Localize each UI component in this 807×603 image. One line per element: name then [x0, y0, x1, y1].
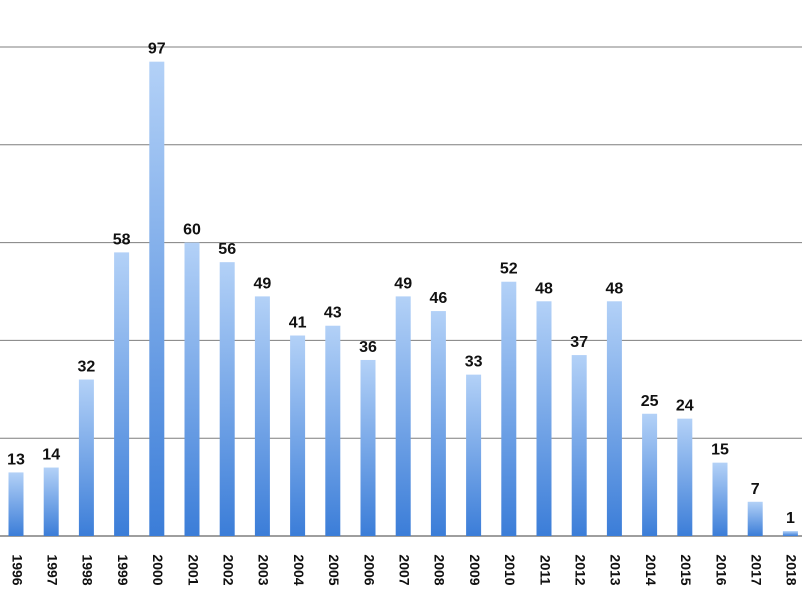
- x-tick-1998: 1998: [80, 554, 96, 585]
- data-label-2015: 24: [676, 398, 694, 415]
- bar-2012: [571, 355, 587, 536]
- x-tick-2007: 2007: [396, 554, 412, 585]
- x-tick-2013: 2013: [608, 554, 624, 585]
- x-tick-2009: 2009: [467, 554, 483, 585]
- bar-2006: [360, 359, 376, 536]
- data-label-2007: 49: [394, 275, 412, 292]
- x-tick-2015: 2015: [678, 554, 694, 585]
- bar-2009: [466, 374, 482, 536]
- data-label-2011: 48: [535, 280, 553, 297]
- data-label-1996: 13: [7, 451, 25, 468]
- x-tick-2002: 2002: [220, 554, 236, 585]
- data-label-1998: 32: [78, 359, 96, 376]
- data-label-2006: 36: [359, 339, 377, 356]
- x-tick-2001: 2001: [185, 554, 201, 585]
- x-tick-1999: 1999: [115, 554, 131, 585]
- bar-2001: [184, 242, 200, 536]
- x-tick-2000: 2000: [150, 554, 166, 585]
- data-label-2010: 52: [500, 261, 518, 278]
- data-label-2008: 46: [430, 290, 448, 307]
- bar-2011: [536, 301, 552, 536]
- x-tick-2014: 2014: [643, 554, 659, 585]
- x-tick-2004: 2004: [291, 554, 307, 585]
- data-label-2001: 60: [183, 222, 201, 239]
- bar-2015: [677, 418, 693, 536]
- bar-2007: [395, 296, 411, 536]
- bar-1999: [114, 252, 130, 536]
- x-tick-2018: 2018: [784, 554, 800, 585]
- bar-2017: [747, 501, 763, 536]
- bar-1997: [43, 467, 59, 536]
- data-label-2002: 56: [218, 241, 236, 258]
- bars: [8, 61, 798, 537]
- data-label-2005: 43: [324, 305, 342, 322]
- x-axis-ticks: 1996 1997 1998 1999 2000 2001 2002 2003 2004 2005…: [9, 554, 799, 585]
- bar-2002: [219, 262, 235, 536]
- x-tick-2008: 2008: [432, 554, 448, 585]
- data-label-2018: 1: [786, 510, 795, 527]
- bar-1996: [8, 472, 24, 536]
- bar-2005: [325, 325, 341, 536]
- bar-1998: [78, 379, 94, 536]
- x-tick-2012: 2012: [572, 554, 588, 585]
- data-label-2004: 41: [289, 315, 307, 332]
- data-label-2014: 25: [641, 393, 659, 410]
- bar-2008: [430, 311, 446, 536]
- bar-2003: [254, 296, 270, 536]
- data-label-2000: 97: [148, 41, 166, 58]
- bar-2004: [290, 335, 306, 536]
- x-tick-2006: 2006: [361, 554, 377, 585]
- x-tick-2005: 2005: [326, 554, 342, 585]
- x-tick-1997: 1997: [44, 554, 60, 585]
- bar-2014: [642, 413, 658, 536]
- x-tick-2017: 2017: [748, 554, 764, 585]
- data-label-2012: 37: [570, 334, 588, 351]
- data-label-2016: 15: [711, 442, 729, 459]
- data-label-2017: 7: [751, 481, 760, 498]
- x-tick-2011: 2011: [537, 555, 553, 586]
- bar-2000: [149, 61, 165, 537]
- data-label-2003: 49: [254, 275, 272, 292]
- x-tick-2010: 2010: [502, 554, 518, 585]
- data-label-1997: 14: [42, 447, 60, 464]
- data-label-1999: 58: [113, 231, 131, 248]
- x-tick-1996: 1996: [9, 554, 25, 585]
- bar-2013: [606, 301, 622, 536]
- x-tick-2003: 2003: [256, 554, 272, 585]
- x-tick-2016: 2016: [713, 554, 729, 585]
- bar-2016: [712, 462, 728, 536]
- data-label-2009: 33: [465, 354, 483, 371]
- data-label-2013: 48: [606, 280, 624, 297]
- bar-2018: [782, 531, 798, 536]
- data-labels: 13 14 32 58 97 60 56 49 41 43 36 49 46 33 52 48 37 48 25 24…: [7, 41, 795, 527]
- bar-2010: [501, 281, 517, 536]
